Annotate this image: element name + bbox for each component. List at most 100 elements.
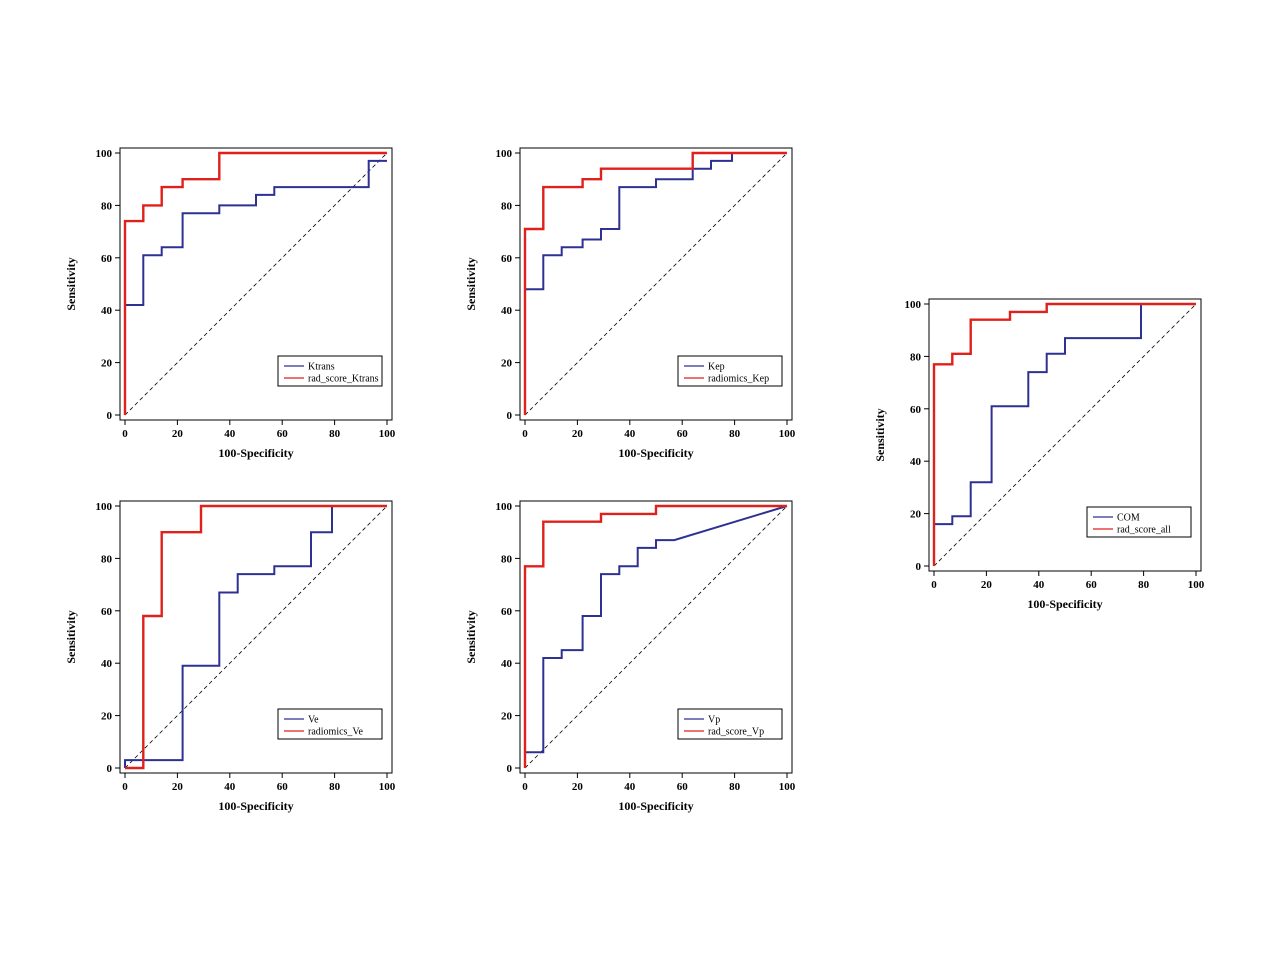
y-tick-label: 100 [96, 501, 113, 513]
legend-entry: Kep [708, 362, 725, 373]
y-tick-label: 60 [101, 253, 113, 265]
x-tick-label: 0 [522, 428, 528, 440]
roc-curve-rad_score_Vp [523, 504, 787, 768]
x-tick-label: 0 [522, 781, 528, 793]
x-tick-label: 20 [172, 428, 184, 440]
roc-curve-COM [933, 303, 1196, 566]
y-tick-label: 0 [507, 763, 513, 775]
roc-curve-Kep [524, 152, 787, 415]
legend-box [277, 708, 383, 740]
y-tick-label: 60 [101, 606, 113, 618]
x-tick-label: 60 [677, 781, 689, 793]
y-tick-label: 0 [507, 410, 513, 422]
y-tick-label: 60 [501, 606, 513, 618]
legend-entry: rad_score_Vp [708, 727, 764, 738]
legend-entry: radiomics_Kep [708, 374, 769, 385]
x-tick-label: 60 [277, 781, 289, 793]
x-tick-label: 100 [1188, 579, 1205, 591]
legend-box [277, 355, 383, 387]
roc-chart-5: 0 20 40 60 80 100 0 20 40 60 80 100 100-Specificity S… [464, 500, 796, 813]
y-axis-label: Sensitivity [464, 257, 478, 310]
x-tick-label: 80 [729, 428, 741, 440]
y-tick-label: 80 [101, 553, 113, 565]
y-tick-label: 80 [910, 351, 922, 363]
y-tick-label: 20 [501, 358, 513, 370]
roc-chart-1: 0 20 40 60 80 100 0 20 40 60 80 100 100-Specificity S… [64, 147, 396, 460]
y-axis-label: Sensitivity [64, 257, 78, 310]
x-axis-label: 100-Specificity [218, 446, 293, 460]
plot-frame [119, 147, 393, 421]
legend-entry: COM [1117, 513, 1140, 524]
y-tick-label: 40 [501, 658, 513, 670]
x-axis-label: 100-Specificity [218, 799, 293, 813]
legend-entry: Ktrans [308, 362, 335, 373]
x-axis-label: 100-Specificity [1027, 597, 1102, 611]
legend-box [677, 708, 783, 740]
x-tick-label: 80 [329, 781, 341, 793]
roc-chart-4: 0 20 40 60 80 100 0 20 40 60 80 100 100-Specificity S… [64, 500, 396, 813]
x-tick-label: 60 [1086, 579, 1098, 591]
y-tick-label: 40 [910, 456, 922, 468]
roc-curve-radiomics_Kep [523, 151, 787, 415]
roc-curve-Ktrans [124, 159, 387, 415]
x-tick-label: 40 [224, 428, 236, 440]
reference-diagonal [124, 152, 388, 416]
x-tick-label: 0 [122, 781, 128, 793]
x-tick-label: 20 [981, 579, 993, 591]
x-tick-label: 20 [572, 781, 584, 793]
x-tick-label: 60 [277, 428, 289, 440]
y-tick-label: 40 [101, 658, 113, 670]
y-tick-label: 20 [910, 509, 922, 521]
x-tick-label: 100 [779, 428, 796, 440]
plot-frame [519, 147, 793, 421]
legend-entry: Ve [308, 715, 319, 726]
x-tick-label: 0 [931, 579, 937, 591]
x-tick-label: 60 [677, 428, 689, 440]
x-tick-label: 100 [379, 781, 396, 793]
roc-curve-rad_score_all [932, 302, 1196, 566]
x-tick-label: 0 [122, 428, 128, 440]
roc-curve-Ve [124, 505, 387, 768]
reference-diagonal [524, 505, 788, 769]
reference-diagonal [524, 152, 788, 416]
x-tick-label: 80 [329, 428, 341, 440]
legend-entry: rad_score_all [1117, 525, 1171, 536]
roc-chart-2: 0 20 40 60 80 100 0 20 40 60 80 100 100-Specificity S… [464, 147, 796, 460]
y-tick-label: 0 [107, 410, 113, 422]
y-tick-label: 20 [501, 711, 513, 723]
reference-diagonal [933, 303, 1197, 567]
y-axis-label: Sensitivity [464, 610, 478, 663]
x-tick-label: 100 [779, 781, 796, 793]
y-tick-label: 100 [905, 299, 922, 311]
y-tick-label: 100 [96, 148, 113, 160]
legend-box [677, 355, 783, 387]
y-tick-label: 60 [910, 404, 922, 416]
y-tick-label: 80 [501, 553, 513, 565]
x-tick-label: 80 [729, 781, 741, 793]
x-tick-label: 40 [224, 781, 236, 793]
y-tick-label: 80 [501, 200, 513, 212]
y-tick-label: 20 [101, 358, 113, 370]
legend-box [1086, 506, 1192, 538]
plot-frame [928, 298, 1202, 572]
x-tick-label: 40 [1033, 579, 1045, 591]
y-tick-label: 100 [496, 148, 513, 160]
y-axis-label: Sensitivity [873, 408, 887, 461]
legend-entry: Vp [708, 715, 720, 726]
y-axis-label: Sensitivity [64, 610, 78, 663]
plot-frame [519, 500, 793, 774]
roc-chart-3: 0 20 40 60 80 100 0 20 40 60 80 100 100-Specificity S… [873, 298, 1205, 611]
y-tick-label: 0 [107, 763, 113, 775]
roc-curve-Vp [524, 505, 788, 768]
y-tick-label: 60 [501, 253, 513, 265]
legend-entry: rad_score_Ktrans [308, 374, 379, 385]
y-tick-label: 40 [501, 305, 513, 317]
x-tick-label: 40 [624, 428, 636, 440]
y-tick-label: 100 [496, 501, 513, 513]
legend-entry: radiomics_Ve [308, 727, 364, 738]
